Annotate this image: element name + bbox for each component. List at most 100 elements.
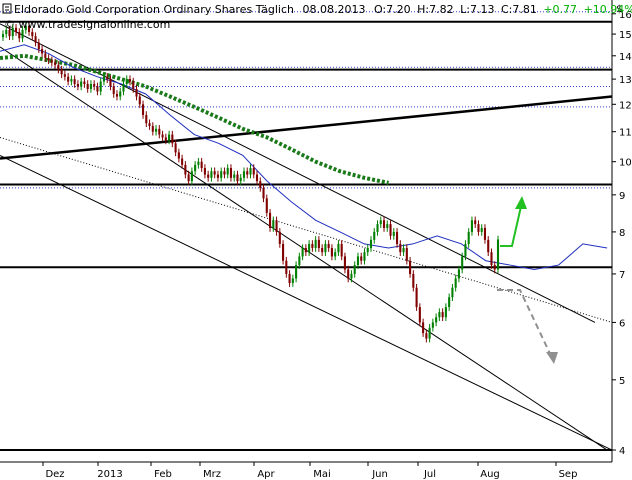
candle-body <box>207 174 210 178</box>
candle <box>311 240 314 252</box>
candle-body <box>311 243 314 249</box>
candle <box>340 240 343 261</box>
candle <box>115 90 119 101</box>
candle <box>125 75 128 88</box>
candle <box>8 26 11 40</box>
candle <box>37 38 40 53</box>
candle-body <box>392 231 395 236</box>
candle-body <box>83 81 86 84</box>
candle <box>464 240 467 261</box>
candle-body <box>54 62 57 65</box>
candle <box>89 80 92 93</box>
currency-label: $ <box>616 4 622 15</box>
x-tick-label: Mai <box>313 469 331 480</box>
candle <box>441 308 444 322</box>
candle-body <box>200 161 203 169</box>
x-tick-label: Jul <box>423 469 436 480</box>
candle <box>220 167 223 182</box>
y-tick-label: 16 <box>619 10 632 21</box>
candle <box>402 244 405 257</box>
candle-body <box>308 243 311 253</box>
candle <box>239 174 242 185</box>
candle-body <box>282 243 285 261</box>
candle <box>363 248 366 265</box>
candle-body <box>31 31 34 37</box>
candle-body <box>369 239 373 249</box>
y-tick-label: 13 <box>619 75 632 86</box>
candle <box>350 270 353 283</box>
candle-body <box>73 79 76 84</box>
candle-body <box>480 227 483 232</box>
candle-body <box>343 256 346 270</box>
candle-body <box>461 256 464 270</box>
candle-body <box>431 322 434 328</box>
candle-body <box>106 76 109 80</box>
candle-body <box>119 91 122 97</box>
x-tick-label: Jun <box>371 469 388 480</box>
header-icon <box>2 3 12 14</box>
candle-body <box>441 312 444 318</box>
candle <box>174 139 177 157</box>
chart-change: +0.77 <box>543 3 577 16</box>
candle-body <box>8 29 11 37</box>
candle <box>145 111 148 128</box>
candle-body <box>41 49 44 54</box>
candle <box>135 85 138 101</box>
candle-body <box>317 239 320 249</box>
y-tick-label: 14 <box>619 52 632 63</box>
candle <box>96 82 99 96</box>
time-axis: Dez 2013 Feb Mrz Apr Mai Jun Jul Aug Sep <box>42 462 578 480</box>
y-tick-label: 5 <box>619 376 625 387</box>
watermark: © www.tradesignalonline.com <box>4 18 170 31</box>
candle-body <box>18 31 21 39</box>
chart-open: O:7.20 <box>374 3 411 16</box>
candle-body <box>181 158 184 165</box>
candle-body <box>255 174 259 182</box>
candle <box>382 216 386 232</box>
arrow-down-head <box>546 352 558 364</box>
candle-body <box>295 265 298 279</box>
candle <box>343 252 346 274</box>
candle-body <box>122 83 125 92</box>
candle-body <box>327 243 330 249</box>
forecast-arrows <box>497 196 558 364</box>
x-tick-label: Sep <box>559 469 578 480</box>
candle <box>285 256 288 278</box>
y-tick-label: 7 <box>619 270 625 281</box>
candle-body <box>418 307 421 323</box>
candle <box>1 30 5 42</box>
arrow-down-path <box>497 289 553 359</box>
candle-body <box>356 256 360 266</box>
candle-body <box>151 126 154 132</box>
candle-body <box>467 231 470 244</box>
candle-body <box>24 25 27 30</box>
candle <box>203 164 206 179</box>
candle-body <box>115 93 119 97</box>
candle-body <box>350 273 353 279</box>
candle <box>102 72 106 86</box>
candle-body <box>259 181 262 188</box>
candle-body <box>63 74 66 77</box>
candle <box>171 130 174 148</box>
candle-body <box>373 231 376 240</box>
candle <box>122 80 125 96</box>
candle <box>474 216 477 228</box>
candle <box>308 240 311 257</box>
chart-title: Eldorado Gold Corporation Ordinary Share… <box>14 3 294 16</box>
candle-body <box>275 220 278 232</box>
candle-body <box>57 64 60 70</box>
candle <box>386 220 389 232</box>
candle <box>93 80 96 91</box>
candle <box>109 75 112 91</box>
candle <box>369 236 373 252</box>
candle-body <box>301 248 304 257</box>
candle <box>291 274 294 287</box>
candle-body <box>11 27 14 37</box>
candle-body <box>76 83 79 87</box>
candle-body <box>493 265 496 270</box>
candle <box>18 28 21 43</box>
candle <box>395 228 399 248</box>
candle-body <box>409 260 412 274</box>
candle <box>47 54 50 65</box>
